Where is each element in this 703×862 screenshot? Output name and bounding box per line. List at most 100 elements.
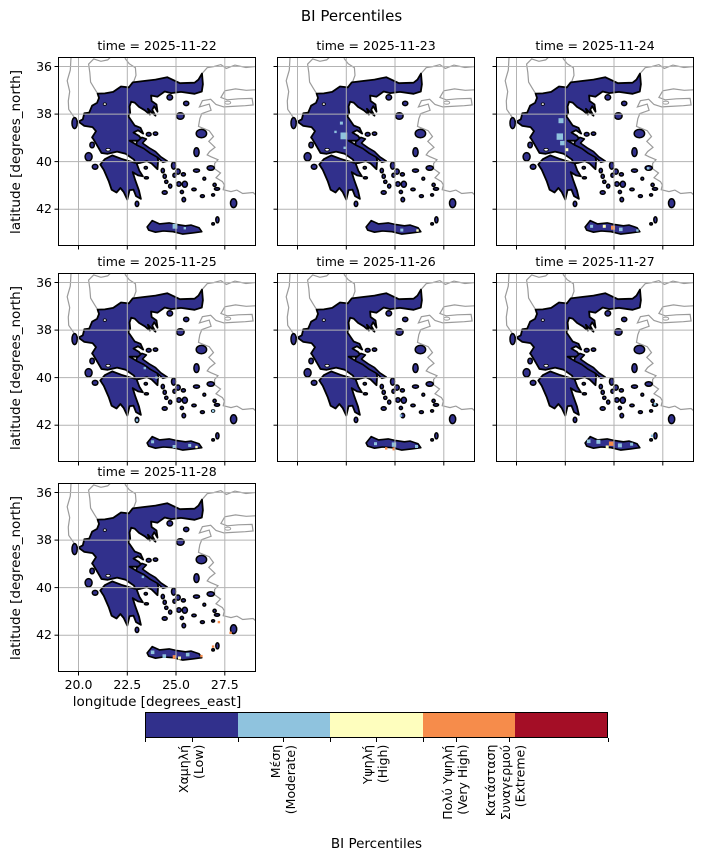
evia-island xyxy=(354,136,387,164)
aegean-island xyxy=(166,520,174,527)
lake xyxy=(102,102,107,106)
aegean-island xyxy=(191,613,197,618)
colorbar-class-label-very_high: Πολύ Υψηλή (Very High) xyxy=(439,745,470,820)
greece-mainland xyxy=(77,288,204,417)
aegean-island xyxy=(143,601,150,606)
aegean-island xyxy=(362,381,368,386)
aegean-island xyxy=(581,391,588,396)
axes-spine xyxy=(496,273,694,462)
panel-title: time = 2025-11-25 xyxy=(97,254,217,269)
colorbar-segment-low xyxy=(146,713,239,737)
aegean-island xyxy=(386,399,392,405)
aegean-island xyxy=(211,648,216,652)
percentile-anomaly-moderate xyxy=(141,575,145,579)
aegean-island xyxy=(192,384,201,389)
aegean-island xyxy=(371,131,378,136)
aegean-island xyxy=(644,381,654,387)
colorbar-tick-mark xyxy=(330,738,332,742)
aegean-island xyxy=(89,141,96,149)
aegean-island xyxy=(163,395,169,401)
percentile-anomaly-very_high xyxy=(229,631,232,634)
aegean-island xyxy=(179,189,185,195)
map-panel-2025-11-27: time = 2025-11-27 xyxy=(492,254,694,466)
aegean-island xyxy=(143,381,149,386)
colorbar-tick-mark xyxy=(508,738,510,742)
aegean-island xyxy=(619,196,625,203)
aegean-island xyxy=(381,173,387,180)
greece-mainland xyxy=(77,72,204,201)
aegean-island xyxy=(161,189,168,196)
greece-mainland xyxy=(515,72,642,201)
map-canvas xyxy=(54,57,256,250)
lake xyxy=(102,528,107,532)
lake xyxy=(324,147,330,152)
aegean-island xyxy=(362,165,368,170)
aegean-island xyxy=(581,175,588,180)
aegean-island xyxy=(181,622,187,629)
aegean-island xyxy=(613,181,620,187)
lake xyxy=(105,363,111,368)
x-tick-label: 25.0 xyxy=(162,677,190,692)
x-tick-label: 20.0 xyxy=(64,677,93,692)
aegean-island xyxy=(179,405,185,411)
percentile-anomaly-high xyxy=(565,148,569,152)
percentile-anomaly-moderate xyxy=(590,224,594,228)
greece-mainland xyxy=(77,498,204,627)
aegean-island xyxy=(410,187,416,192)
aegean-island xyxy=(152,347,159,352)
aegean-island xyxy=(145,557,152,563)
y-tick-label: 42 xyxy=(36,201,52,217)
aegean-island xyxy=(394,397,401,403)
neighbor-country-border xyxy=(635,88,694,196)
map-canvas xyxy=(54,483,256,676)
greece-mainland xyxy=(515,288,642,417)
colorbar-tick-mark xyxy=(608,738,609,742)
neighbor-country-border xyxy=(197,304,256,412)
aegean-island xyxy=(385,94,393,101)
aegean-island xyxy=(91,589,99,596)
aegean-island xyxy=(379,383,385,390)
panel-title: time = 2025-11-28 xyxy=(97,464,217,479)
percentile-anomaly-moderate xyxy=(650,434,654,437)
aegean-island xyxy=(89,357,96,365)
aegean-island xyxy=(84,151,93,162)
percentile-anomaly-high xyxy=(416,229,419,232)
aegean-island xyxy=(143,591,149,596)
aegean-island xyxy=(179,615,185,621)
aegean-island xyxy=(213,402,221,407)
aegean-island xyxy=(163,179,169,185)
aegean-island xyxy=(604,94,612,101)
y-tick-label: 40 xyxy=(36,369,52,385)
aegean-island xyxy=(429,408,435,413)
x-tick-label: 22.5 xyxy=(113,677,142,692)
map-canvas xyxy=(492,57,694,250)
aegean-island xyxy=(637,409,644,415)
colorbar-tick-mark xyxy=(422,738,424,742)
aegean-island xyxy=(399,172,406,177)
aegean-island xyxy=(648,408,654,413)
aegean-island xyxy=(410,403,416,408)
colorbar-tick-mark xyxy=(145,738,146,742)
percentile-anomaly-moderate xyxy=(172,223,178,229)
aegean-island xyxy=(619,180,627,188)
aegean-island xyxy=(91,163,99,170)
aegean-island xyxy=(182,316,190,323)
colorbar-class-label-low: Χαμηλή (Low) xyxy=(176,745,207,793)
aegean-island xyxy=(191,403,197,408)
aegean-island xyxy=(411,168,420,173)
aegean-island xyxy=(195,128,208,139)
crete-island xyxy=(146,435,203,451)
aegean-island xyxy=(202,176,207,181)
axes-spine xyxy=(58,273,256,462)
aegean-island xyxy=(192,594,201,599)
aegean-island xyxy=(600,389,606,396)
aegean-island xyxy=(527,141,534,149)
neighbor-country-border xyxy=(87,57,112,94)
aegean-island xyxy=(199,409,206,415)
colorbar-tick-mark xyxy=(455,738,457,742)
percentile-anomaly-moderate xyxy=(135,419,139,422)
map-canvas xyxy=(273,273,475,466)
aegean-island xyxy=(605,183,611,189)
aegean-island xyxy=(211,438,216,442)
aegean-island xyxy=(143,175,150,180)
